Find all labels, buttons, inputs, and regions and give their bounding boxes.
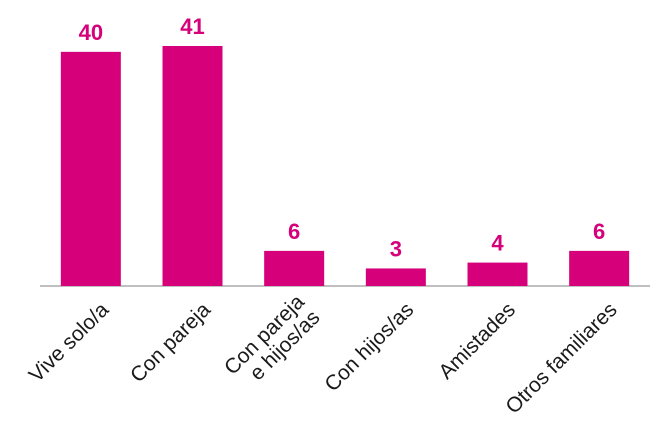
value-label-2: 6 (288, 219, 300, 244)
category-label-line: Otros familiares (501, 298, 621, 418)
category-labels-group: Vive solo/a Con pareja Con parejae hijos/a… (25, 290, 622, 418)
bar-0 (60, 51, 121, 287)
value-label-1: 41 (180, 14, 204, 39)
category-label-line: Amistades (434, 298, 520, 384)
category-label-1: Con pareja (126, 298, 215, 387)
category-label-line: Vive solo/a (25, 298, 114, 387)
category-label-5: Otros familiares (501, 298, 621, 418)
bar-5 (569, 250, 630, 286)
value-label-5: 6 (593, 219, 605, 244)
bar-3 (365, 268, 426, 286)
value-labels-group: 40 41 6 3 4 6 (79, 14, 606, 261)
category-label-line: Con hijos/as (320, 298, 418, 396)
category-label-3: Con hijos/as (320, 298, 418, 396)
bar-4 (467, 262, 528, 286)
category-label-4: Amistades (434, 298, 520, 384)
bar-2 (264, 250, 325, 286)
bar-1 (162, 46, 223, 286)
category-label-0: Vive solo/a (25, 298, 114, 387)
bars-group (60, 46, 630, 287)
category-label-line: Con pareja (126, 298, 215, 387)
value-label-4: 4 (491, 231, 504, 256)
category-label-2: Con parejae hijos/as (220, 290, 325, 395)
value-label-0: 40 (79, 20, 103, 45)
value-label-3: 3 (390, 236, 402, 261)
